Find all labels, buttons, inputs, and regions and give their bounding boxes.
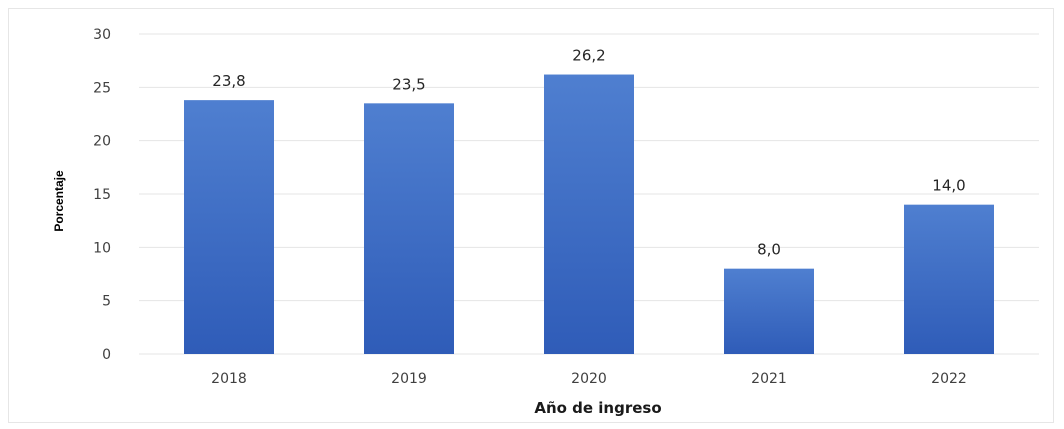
data-label-2019: 23,5 <box>392 75 425 93</box>
x-axis-title: Año de ingreso <box>534 399 661 417</box>
bar-2020 <box>544 74 634 355</box>
y-tick-label: 25 <box>93 80 111 96</box>
bar-2021 <box>724 268 814 354</box>
data-label-2020: 26,2 <box>572 47 605 65</box>
x-tick-label: 2018 <box>211 371 247 387</box>
x-tick-label: 2020 <box>571 371 607 387</box>
chart-frame: 0 5 10 15 20 25 30 23,8 23,5 26,2 8,0 14,0 2018 201… <box>8 8 1054 423</box>
x-tick-label: 2022 <box>931 371 967 387</box>
y-tick-label: 15 <box>93 187 111 203</box>
y-tick-label: 20 <box>93 134 111 150</box>
x-tick-label: 2021 <box>751 371 787 387</box>
y-axis-ticks: 0 5 10 15 20 25 30 <box>93 27 111 363</box>
y-axis-title: Porcentaje <box>52 170 66 232</box>
data-labels: 23,8 23,5 26,2 8,0 14,0 <box>212 47 965 259</box>
bar-2018 <box>184 100 274 354</box>
bar-2022 <box>904 204 994 354</box>
y-tick-label: 5 <box>102 294 111 310</box>
data-label-2022: 14,0 <box>932 177 965 195</box>
y-tick-label: 0 <box>102 347 111 363</box>
x-tick-label: 2019 <box>391 371 427 387</box>
y-tick-label: 10 <box>93 240 111 256</box>
x-axis-ticks: 2018 2019 2020 2021 2022 <box>211 371 967 387</box>
bars <box>184 74 994 355</box>
data-label-2021: 8,0 <box>757 241 781 259</box>
y-tick-label: 30 <box>93 27 111 43</box>
data-label-2018: 23,8 <box>212 72 245 90</box>
bar-2019 <box>364 103 454 354</box>
